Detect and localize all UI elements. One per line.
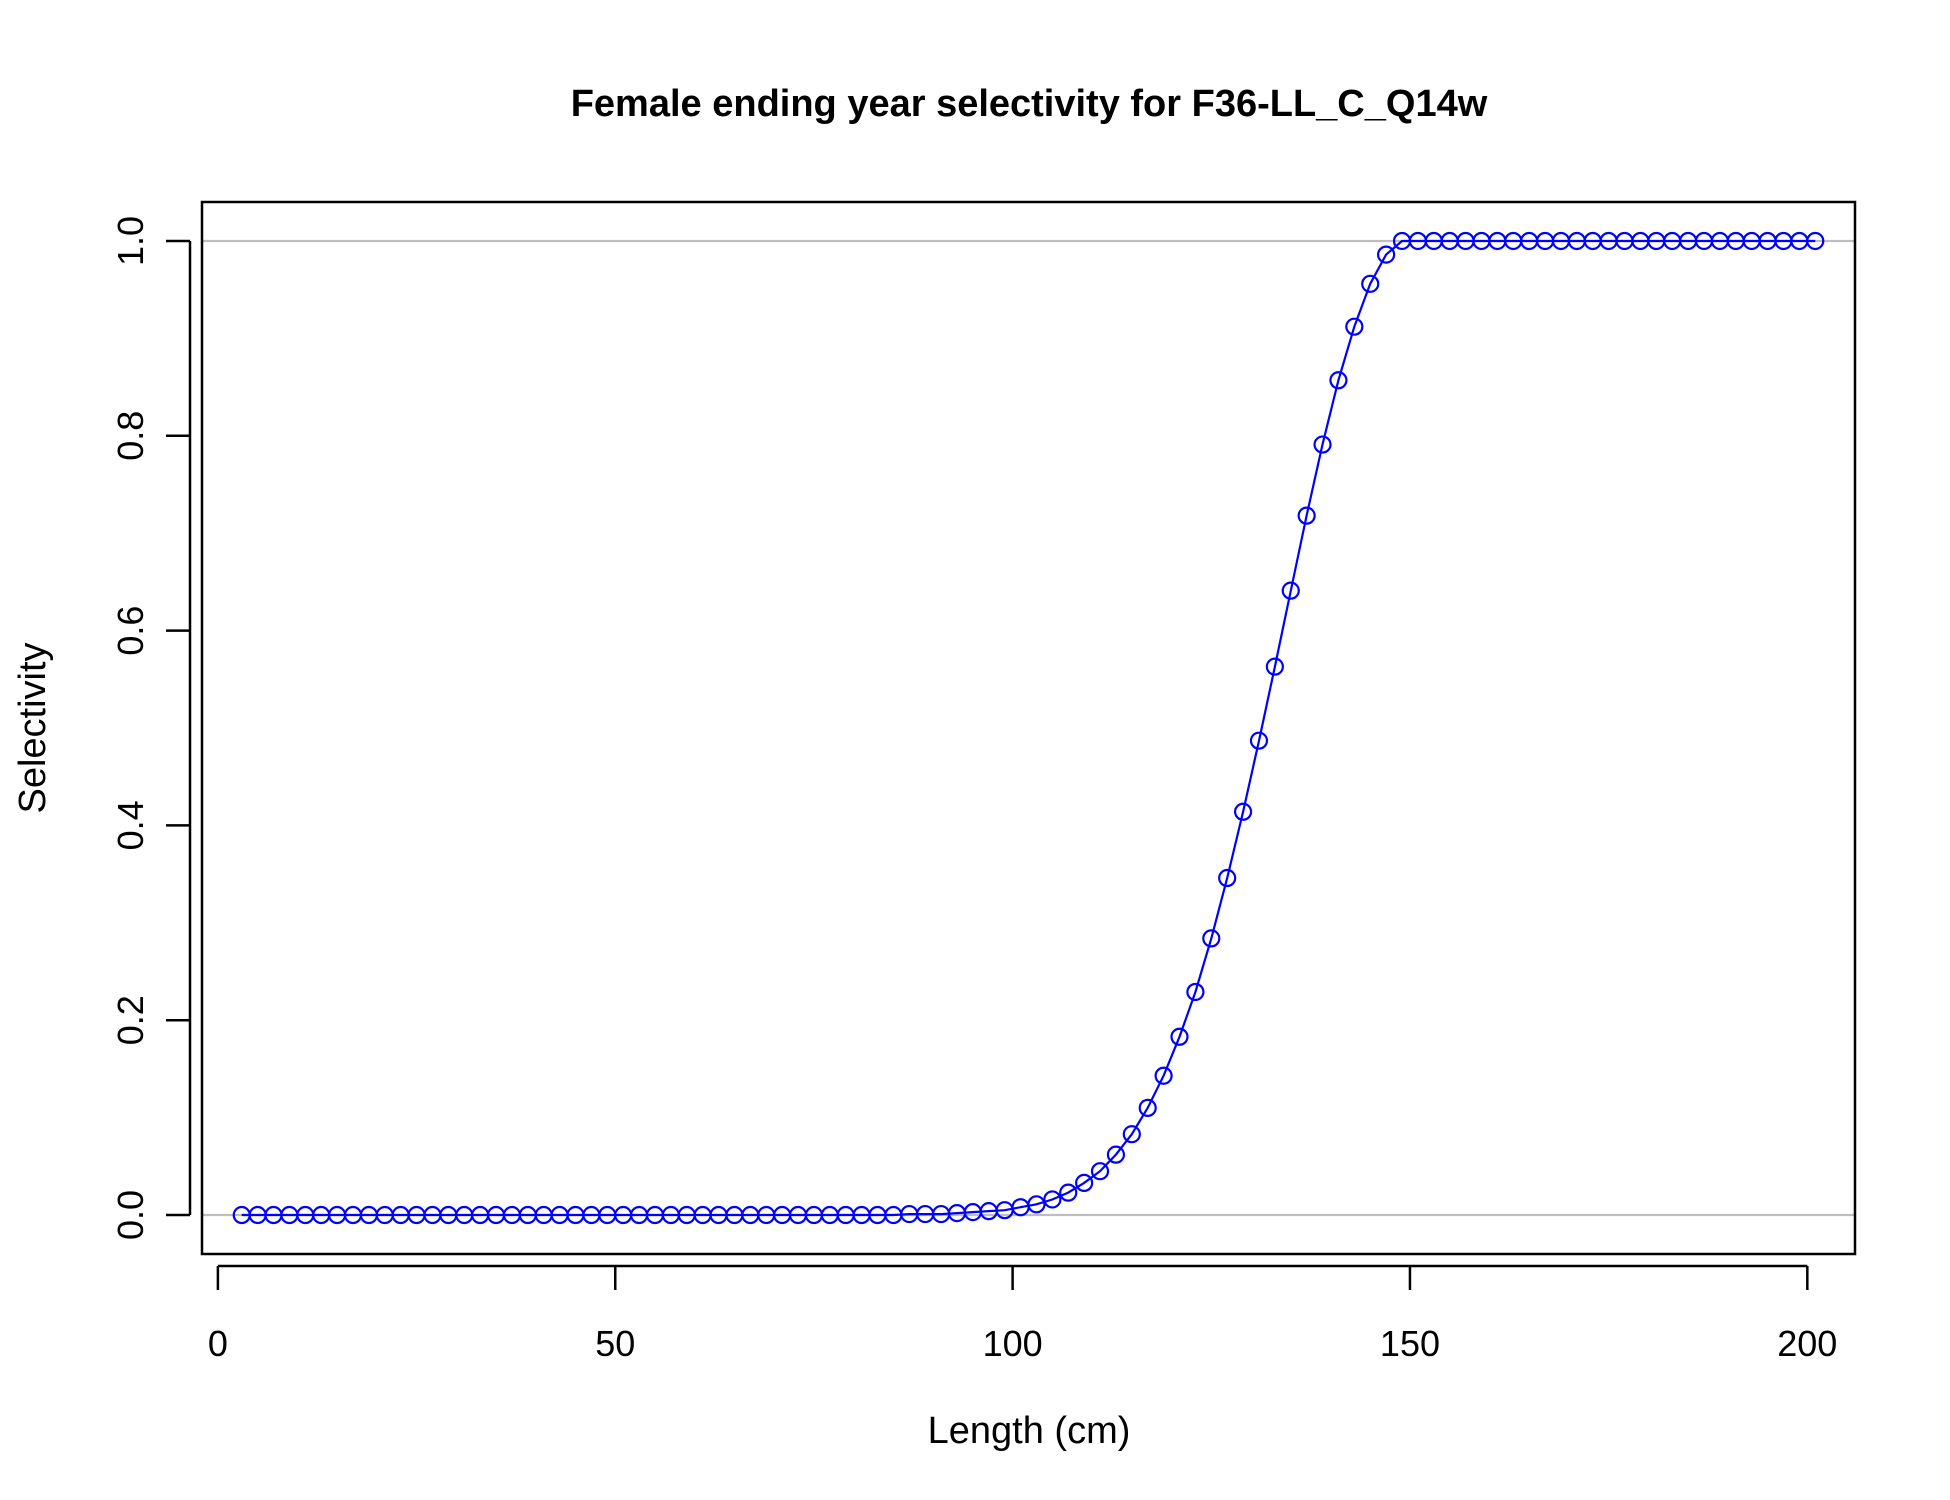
data-point — [1059, 1183, 1078, 1202]
data-point — [1265, 657, 1284, 676]
x-tick-label: 200 — [1777, 1323, 1837, 1364]
y-axis: 0.0 0.2 0.4 0.6 0.8 1.0 — [110, 216, 192, 1240]
data-point — [1806, 231, 1825, 251]
chart-title: Female ending year selectivity for F36-L… — [571, 83, 1488, 125]
data-point — [1249, 731, 1269, 750]
data-point — [1233, 802, 1253, 821]
x-axis: 0 50 100 150 200 — [208, 1264, 1837, 1364]
y-tick-label: 0.8 — [110, 411, 151, 461]
data-point — [1106, 1145, 1126, 1164]
x-tick-label: 100 — [983, 1323, 1043, 1364]
y-tick-label: 0.6 — [110, 606, 151, 656]
data-point — [1313, 435, 1332, 454]
data-point — [1027, 1195, 1046, 1214]
x-tick-label: 150 — [1380, 1323, 1440, 1364]
data-point — [1361, 274, 1380, 293]
data-point — [1329, 371, 1348, 390]
data-point — [1377, 245, 1396, 264]
series-layer — [232, 231, 1825, 1225]
data-point — [1297, 506, 1316, 525]
data-point — [1075, 1173, 1094, 1192]
data-point — [1218, 868, 1237, 888]
data-point — [1186, 982, 1205, 1002]
x-tick-label: 0 — [208, 1323, 228, 1364]
y-tick-label: 0.2 — [110, 995, 151, 1045]
data-point — [1154, 1066, 1173, 1085]
y-tick-label: 1.0 — [110, 216, 151, 266]
y-tick-label: 0.0 — [110, 1190, 151, 1240]
data-point — [1345, 317, 1364, 336]
x-axis-label: Length (cm) — [928, 1410, 1131, 1452]
data-point — [1043, 1190, 1062, 1209]
y-tick-label: 0.4 — [110, 800, 151, 850]
plot-frame — [200, 200, 1857, 1256]
data-point — [1202, 929, 1221, 948]
data-point — [1090, 1162, 1110, 1181]
data-point — [1122, 1125, 1141, 1144]
data-point — [1138, 1098, 1157, 1117]
x-tick-label: 50 — [595, 1323, 635, 1364]
data-point — [1170, 1027, 1189, 1046]
y-axis-label: Selectivity — [12, 642, 54, 813]
data-point — [1281, 581, 1300, 600]
